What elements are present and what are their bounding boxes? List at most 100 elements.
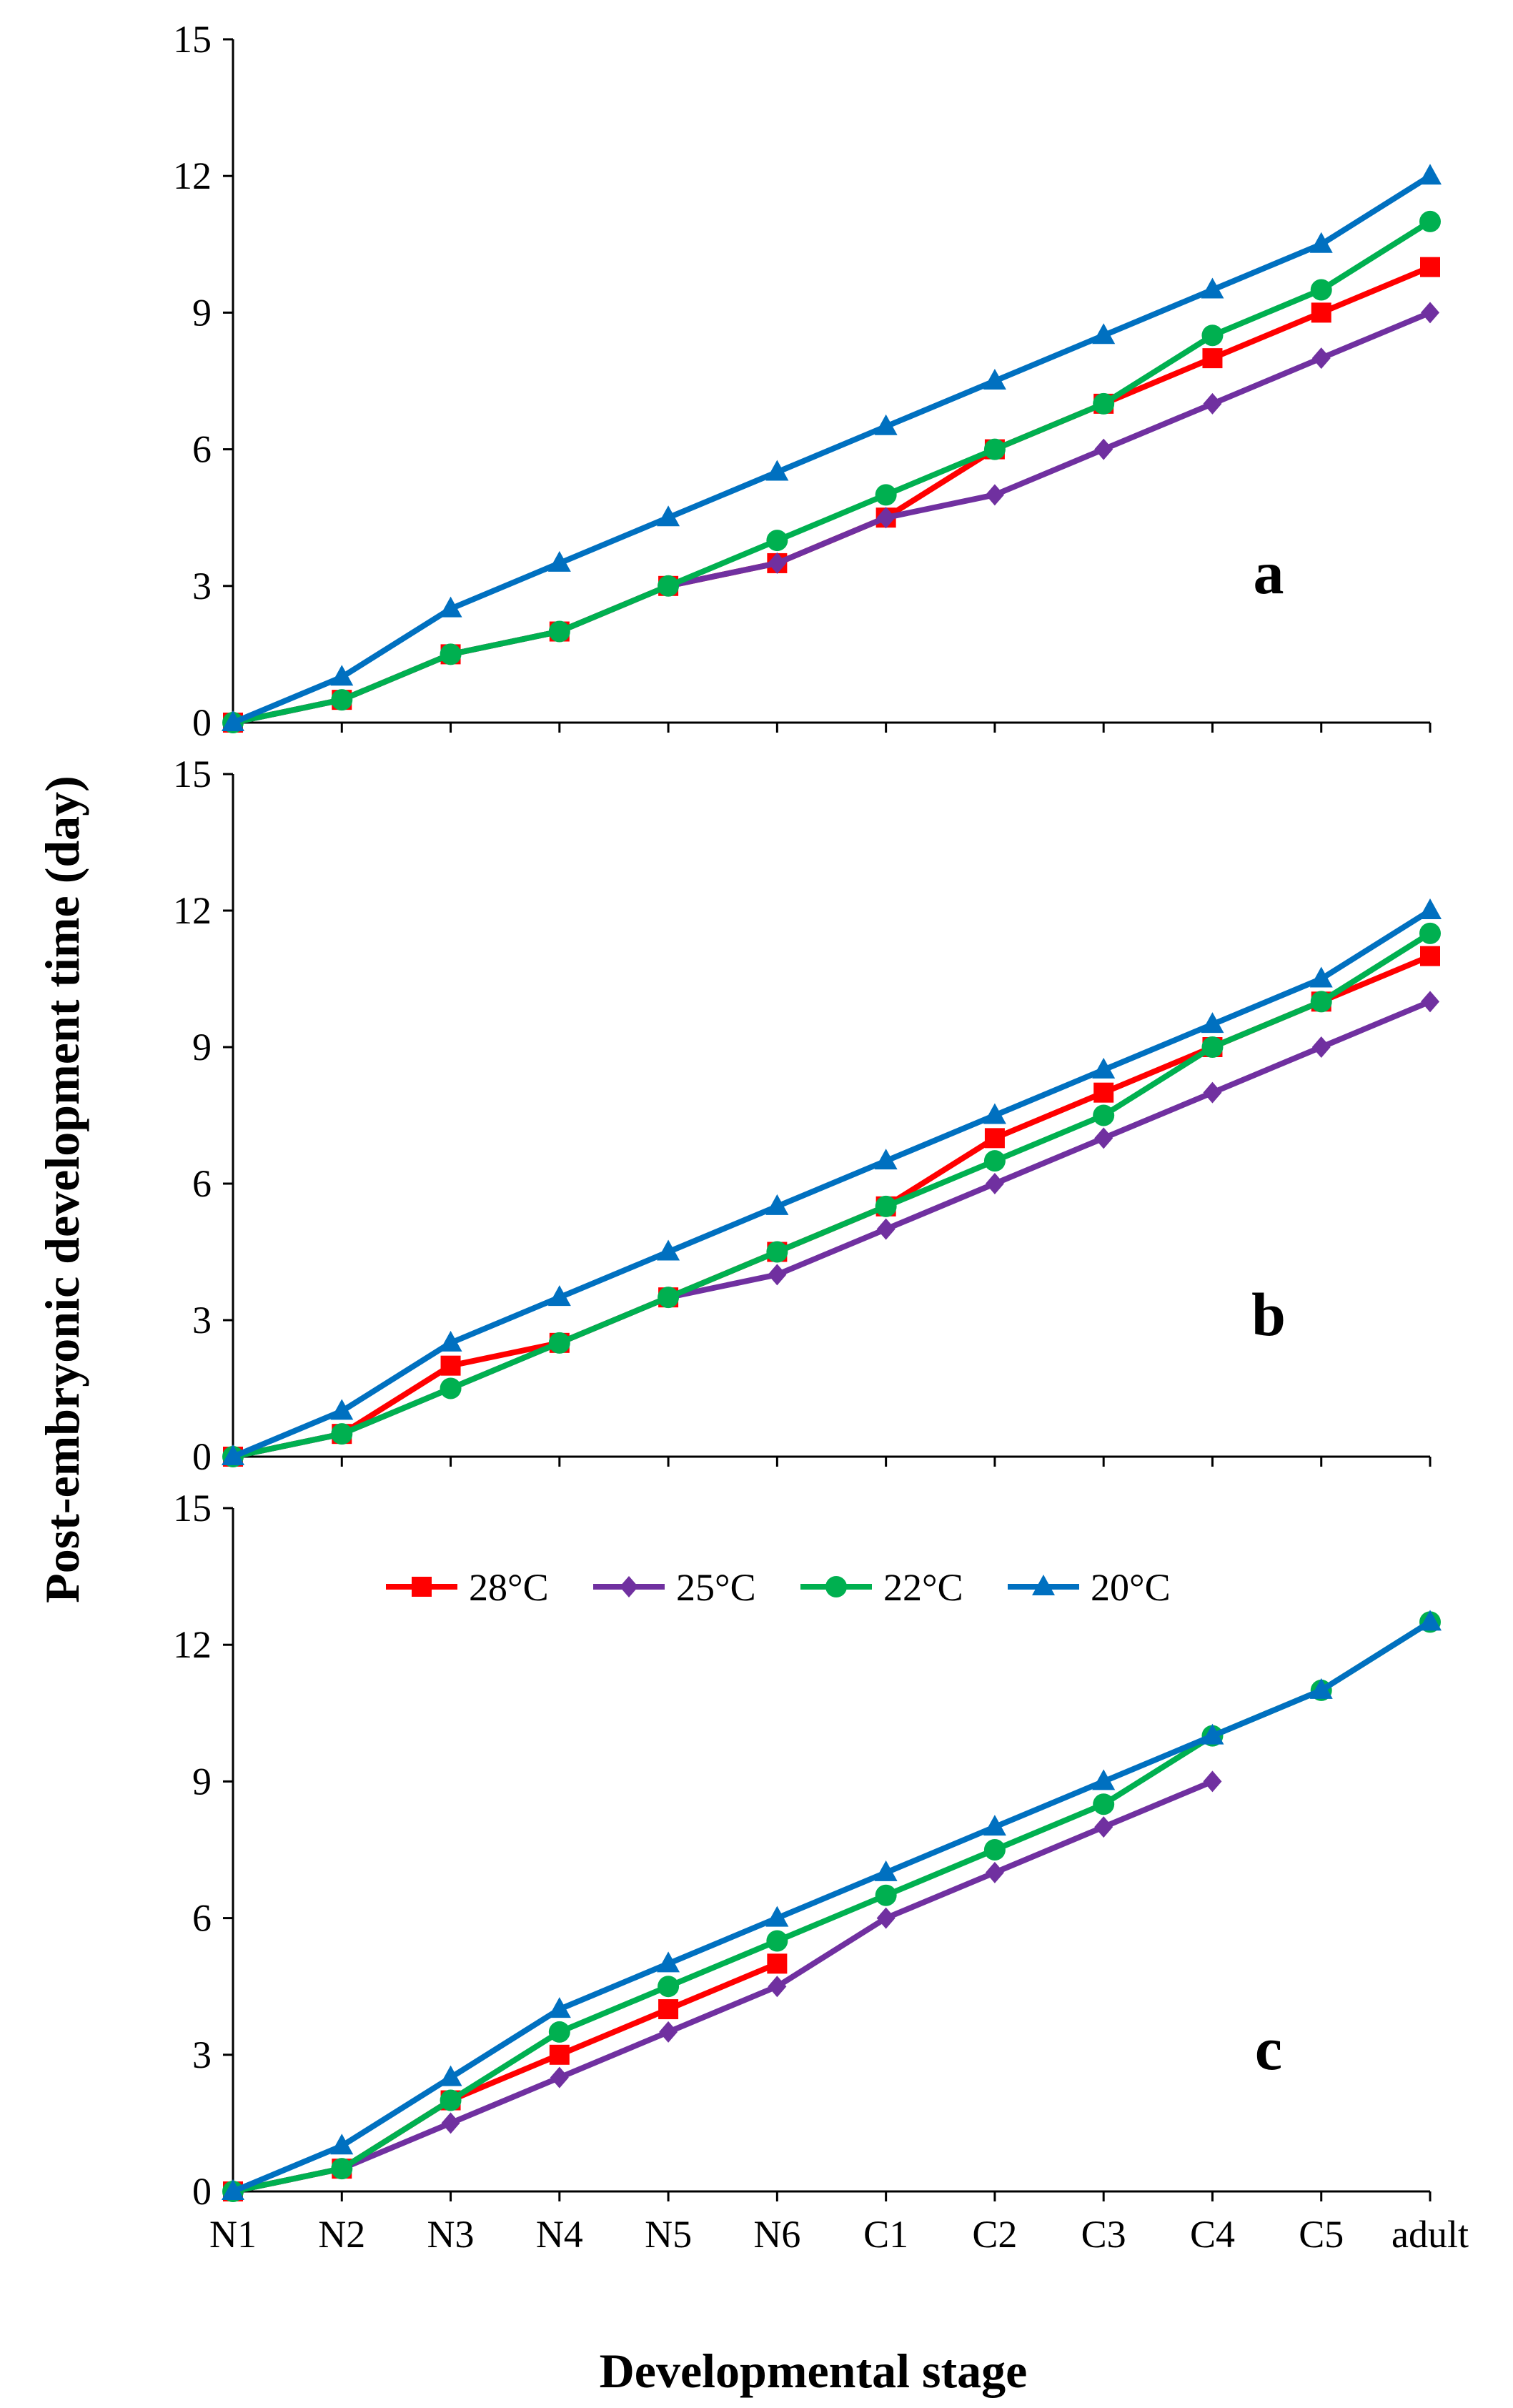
legend-item-28c: 28°C [386, 1566, 549, 1609]
panel-c-series-25c [224, 1770, 1222, 2202]
panel-a: 0 3 6 9 12 15 a [173, 18, 1442, 744]
panel-c-point-20c [1419, 1610, 1442, 1631]
panel-a-point-28c [1311, 302, 1331, 323]
panel-b-line-20c [230, 908, 1433, 1460]
panel-a-point-25c [1311, 347, 1331, 370]
panel-b-series-20c [222, 898, 1442, 1465]
panel-b-point-28c [1420, 946, 1440, 966]
panel-c-point-25c [985, 1861, 1004, 1883]
panel-a-point-20c [657, 505, 680, 527]
x-tick-label: C4 [1190, 2213, 1235, 2256]
panel-a-point-20c [547, 550, 571, 572]
panel-a-point-20c [330, 665, 354, 686]
x-tick-label: N1 [209, 2213, 257, 2256]
panel-c-y-tick-label: 3 [192, 2033, 212, 2076]
panel-c-point-22c [766, 1930, 788, 1952]
panel-b-point-20c [765, 1194, 789, 1215]
panel-a-series-22c [222, 210, 1441, 733]
panel-a-point-22c [1093, 392, 1115, 415]
panel-c-point-25c [768, 1976, 787, 1998]
legend-marker-28c [412, 1577, 432, 1597]
panel-c-point-20c [983, 1815, 1006, 1836]
panel-b-point-20c [547, 1285, 571, 1307]
panel-c-point-22c [440, 2089, 462, 2111]
panel-a-label: a [1254, 538, 1284, 607]
panel-a-series-20c [222, 164, 1442, 731]
panel-b-y-tick-label: 3 [192, 1299, 212, 1342]
panel-a-y-tick-label: 6 [192, 428, 212, 471]
panel-a-y-tick-label: 0 [192, 701, 212, 744]
legend-item-22c: 22°C [800, 1566, 963, 1609]
panel-c-point-25c [659, 2021, 678, 2043]
panel-a-point-22c [658, 575, 680, 597]
panel-b-point-22c [983, 1150, 1006, 1172]
panel-a-y-tick-label: 15 [173, 18, 212, 61]
panel-b-point-25c [1311, 1036, 1331, 1058]
panel-a-series-28c [223, 257, 1440, 733]
panel-c-series-20c [222, 1610, 1442, 2200]
panel-a-point-22c [1419, 210, 1441, 232]
panel-b-point-20c [330, 1399, 354, 1420]
panel-c-point-20c [547, 1997, 571, 2018]
panel-b-point-20c [439, 1330, 462, 1352]
panel-c-point-20c [1201, 1723, 1224, 1745]
panel-b-y-tick-label: 6 [192, 1162, 212, 1205]
panel-b-y-tick-label: 9 [192, 1026, 212, 1069]
panel-a-point-20c [222, 710, 244, 731]
panel-b-point-22c [1201, 1036, 1224, 1058]
x-tick-label: C5 [1299, 2213, 1344, 2256]
panel-a-point-22c [875, 484, 897, 506]
panel-c: 0 3 6 9 12 15 c [173, 1487, 1442, 2213]
panel-a-point-22c [1310, 279, 1332, 301]
panel-b-label: b [1251, 1280, 1286, 1349]
panel-b-point-22c [548, 1332, 570, 1354]
panel-a-point-20c [874, 414, 898, 435]
panel-c-point-25c [550, 2066, 569, 2089]
panel-c-line-22c [230, 1619, 1433, 2194]
panel-c-label: c [1255, 2014, 1282, 2083]
panel-b-point-25c [1421, 991, 1439, 1013]
panel-c-point-20c [439, 2065, 462, 2086]
panel-c-y-tick-label: 15 [173, 1487, 212, 1530]
panel-a-line-28c [230, 264, 1433, 725]
legend: 28°C 25°C 22°C 20°C [386, 1566, 1171, 1609]
panel-c-point-20c [874, 1860, 898, 1881]
legend-item-25c: 25°C [593, 1566, 756, 1609]
x-tick-label: C2 [972, 2213, 1017, 2256]
panel-b-point-25c [1094, 1127, 1113, 1149]
panel-b-point-20c [983, 1103, 1006, 1124]
panel-a-point-20c [1092, 323, 1116, 345]
panel-b-point-20c [1092, 1057, 1116, 1079]
panel-a-point-25c [985, 484, 1004, 506]
panel-b-point-25c [1203, 1081, 1222, 1104]
panel-b-point-22c [440, 1377, 462, 1399]
panel-b-point-25c [876, 1218, 896, 1240]
panel-a-point-22c [983, 438, 1006, 460]
x-tick-label: C3 [1081, 2213, 1126, 2256]
panel-a-point-20c [439, 596, 462, 618]
panel-a-y-tick-label: 12 [173, 154, 212, 197]
panel-a-point-20c [983, 369, 1006, 390]
legend-label-25c: 25°C [676, 1566, 756, 1609]
legend-marker-22c [825, 1576, 847, 1597]
panel-c-point-28c [549, 2044, 570, 2065]
panel-a-point-22c [548, 620, 570, 643]
panel-c-point-25c [876, 1907, 896, 1929]
panel-b-point-28c [1093, 1082, 1114, 1103]
x-tick-label: N2 [318, 2213, 365, 2256]
x-tick-label: N5 [645, 2213, 692, 2256]
panel-b-series-28c [223, 946, 1440, 1467]
panel-a-point-22c [440, 643, 462, 665]
panel-a-point-20c [1309, 232, 1333, 253]
panel-a-point-28c [1420, 257, 1440, 277]
panel-c-point-22c [1093, 1793, 1115, 1815]
panel-b-point-28c [440, 1355, 461, 1376]
panel-c-point-22c [658, 1976, 680, 1998]
panel-a-point-20c [765, 460, 789, 481]
legend-label-20c: 20°C [1091, 1566, 1171, 1609]
panel-a-point-25c [1421, 302, 1439, 324]
panel-b-point-20c [1419, 898, 1442, 919]
panel-c-point-22c [983, 1839, 1006, 1860]
panel-c-point-28c [767, 1953, 788, 1974]
panel-b-line-22c [230, 930, 1433, 1460]
